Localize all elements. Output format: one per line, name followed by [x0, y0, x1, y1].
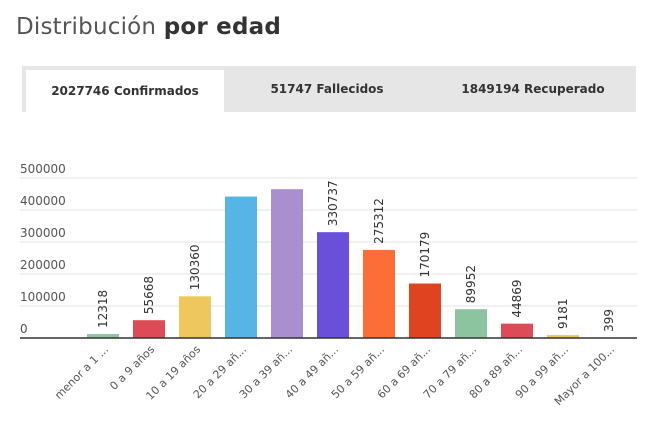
bar	[225, 196, 257, 338]
data-label: 275312	[372, 198, 386, 244]
tab-bar: 2027746 Confirmados 51747 Fallecidos 184…	[22, 66, 636, 112]
x-tick-label: menor a 1 ...	[52, 343, 111, 402]
bar	[547, 335, 579, 338]
data-label: 9181	[556, 299, 570, 330]
data-label: 89952	[464, 265, 478, 303]
title-light: Distribución	[16, 14, 157, 40]
data-label: 399	[602, 309, 616, 332]
x-tick-label: 0 a 9 años	[107, 343, 157, 393]
bar	[409, 283, 441, 338]
bar	[271, 189, 303, 338]
y-tick-label: 0	[20, 322, 28, 336]
bar	[87, 334, 119, 338]
data-label: 170179	[418, 232, 432, 278]
y-tick-label: 500000	[20, 162, 66, 176]
data-label: 330737	[326, 180, 340, 226]
tab-recuperado[interactable]: 1849194 Recuperado	[461, 82, 605, 96]
y-tick-label: 300000	[20, 226, 66, 240]
y-tick-label: 200000	[20, 258, 66, 272]
data-label: 130360	[188, 244, 202, 290]
bar	[133, 320, 165, 338]
bar	[317, 232, 349, 338]
tab-confirmados[interactable]: 2027746 Confirmados	[26, 70, 224, 112]
y-tick-label: 400000	[20, 194, 66, 208]
title-bold: por edad	[163, 14, 281, 40]
data-label: 44869	[510, 279, 524, 317]
age-distribution-chart: 0 100000 200000 300000 400000 500000 12318 meno…	[20, 162, 637, 408]
bar	[179, 296, 211, 338]
y-tick-label: 100000	[20, 290, 66, 304]
page-title: Distribución por edad	[16, 14, 281, 40]
bar	[363, 249, 395, 338]
bar	[501, 323, 533, 338]
data-label: 55668	[142, 276, 156, 314]
bar	[455, 309, 487, 338]
data-label: 12318	[96, 290, 110, 328]
tab-fallecidos[interactable]: 51747 Fallecidos	[270, 82, 384, 96]
